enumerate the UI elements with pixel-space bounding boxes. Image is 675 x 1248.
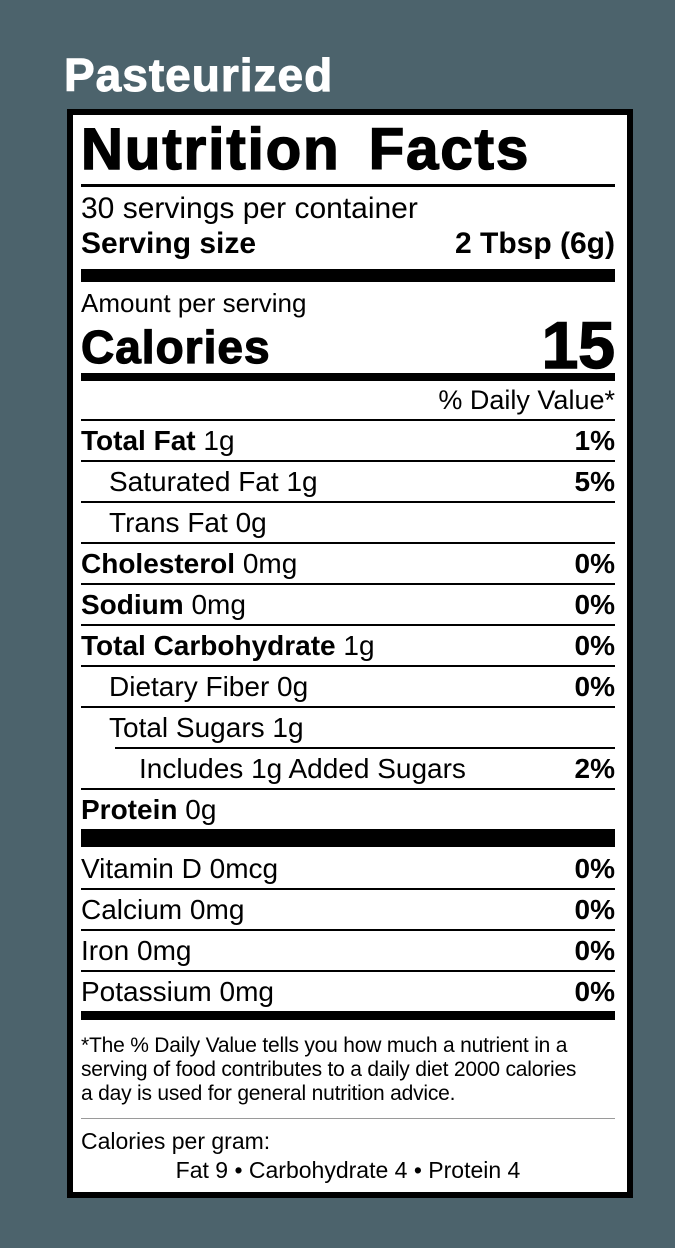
micronutrient-name: Iron: [81, 935, 130, 966]
calories-value: 15: [541, 308, 616, 382]
nutrient-dv: 0%: [574, 671, 615, 702]
nutrition-facts-panel: Nutrition Facts 30 servings per containe…: [67, 109, 633, 1198]
micronutrient-row-iron: Iron 0mg 0%: [81, 929, 615, 970]
nutrient-amount: 0g: [235, 507, 267, 538]
nutrient-name: Total Carbohydrate: [81, 630, 336, 661]
footnote-line: a day is used for general nutrition advi…: [81, 1082, 456, 1105]
nutrient-name: Dietary Fiber: [109, 671, 270, 702]
nutrient-name: Total Sugars: [109, 712, 265, 743]
nutrient-amount: 0g: [277, 671, 309, 702]
micronutrient-dv: 0%: [574, 935, 615, 966]
nutrient-row-saturated-fat: Saturated Fat 1g 5%: [81, 460, 615, 501]
calories-row: Calories 15: [80, 308, 616, 382]
servings-per-container: 30 servings per container: [81, 192, 418, 225]
calories-per-gram-values: Fat 9 • Carbohydrate 4 • Protein 4: [175, 1157, 521, 1183]
footnote-line: serving of food contributes to a daily d…: [81, 1058, 577, 1081]
micronutrient-row-vitamin-d: Vitamin D 0mcg 0%: [81, 847, 615, 888]
medium-divider-bottom: [81, 1011, 615, 1020]
nutrient-amount: 1g: [272, 712, 304, 743]
product-title: Pasteurized: [63, 49, 334, 102]
nutrient-amount: 0mg: [242, 548, 298, 579]
micronutrient-dv: 0%: [574, 976, 615, 1007]
micronutrient-dv: 0%: [574, 853, 615, 884]
nutrient-row-sodium: Sodium 0mg 0%: [81, 583, 615, 624]
nutrient-dv: 2%: [574, 753, 615, 784]
micronutrient-name: Potassium: [81, 976, 212, 1007]
nutrient-row-trans-fat: Trans Fat 0g: [81, 501, 615, 542]
serving-size-row: Serving size 2 Tbsp (6g): [81, 226, 615, 269]
nutrient-amount: 1g: [286, 466, 318, 497]
thin-divider: [81, 1118, 615, 1119]
serving-size-label: Serving size: [81, 227, 257, 260]
nutrient-amount: 0g: [185, 794, 217, 825]
serving-size-value: 2 Tbsp (6g): [454, 227, 615, 260]
nutrient-name: Saturated Fat: [109, 466, 279, 497]
calories-per-gram-label: Calories per gram:: [81, 1128, 271, 1154]
nutrient-name: Total Fat: [81, 425, 196, 456]
micronutrient-amount: 0mcg: [209, 853, 279, 884]
nutrition-facts-title: Nutrition Facts: [80, 118, 615, 187]
micronutrient-dv: 0%: [574, 894, 615, 925]
nutrient-amount: 1g: [203, 425, 235, 456]
micronutrient-name: Vitamin D: [81, 853, 202, 884]
micronutrient-rows: Vitamin D 0mcg 0% Calcium 0mg 0% Iron 0m…: [81, 847, 615, 1011]
calories-label: Calories: [80, 321, 271, 373]
nutrient-dv: 0%: [574, 630, 615, 661]
nutrient-name: Includes 1g Added Sugars: [139, 753, 466, 784]
amount-per-serving-label: Amount per serving: [81, 288, 307, 318]
nutrient-rows: Total Fat 1g 1% Saturated Fat 1g 5% Tran…: [81, 419, 615, 829]
daily-value-header: % Daily Value*: [438, 385, 615, 415]
nutrient-name: Sodium: [81, 589, 184, 620]
nutrient-dv: 5%: [574, 466, 615, 497]
micronutrient-row-calcium: Calcium 0mg 0%: [81, 888, 615, 929]
nutrient-dv: 0%: [574, 548, 615, 579]
nutrient-row-added-sugars: Includes 1g Added Sugars 2%: [81, 747, 615, 788]
nutrient-dv: 1%: [574, 425, 615, 456]
nutrient-row-cholesterol: Cholesterol 0mg 0%: [81, 542, 615, 583]
micronutrient-amount: 0mg: [189, 894, 245, 925]
nutrient-dv: 0%: [574, 589, 615, 620]
micronutrient-amount: 0mg: [219, 976, 274, 1007]
nutrient-amount: 1g: [343, 630, 375, 661]
nutrient-row-total-sugars: Total Sugars 1g: [81, 706, 615, 747]
nutrient-name: Trans Fat: [109, 507, 228, 538]
micronutrient-row-potassium: Potassium 0mg 0%: [81, 970, 615, 1011]
nutrient-amount: 0mg: [191, 589, 246, 620]
micronutrient-name: Calcium: [81, 894, 183, 925]
thick-divider-top: [81, 269, 615, 282]
nutrient-name: Protein: [81, 794, 178, 825]
micronutrient-amount: 0mg: [137, 935, 192, 966]
medium-divider-calories: [81, 373, 615, 381]
nutrient-name: Cholesterol: [81, 548, 236, 579]
footnote-line: *The % Daily Value tells you how much a …: [81, 1034, 568, 1057]
nutrient-row-total-carbohydrate: Total Carbohydrate 1g 0%: [81, 624, 615, 665]
nutrient-row-total-fat: Total Fat 1g 1%: [81, 419, 615, 460]
nutrient-row-dietary-fiber: Dietary Fiber 0g 0%: [81, 665, 615, 706]
daily-value-footnote: *The % Daily Value tells you how much a …: [81, 1020, 615, 1118]
thick-divider-protein: [81, 829, 615, 847]
nutrient-row-protein: Protein 0g: [81, 788, 615, 829]
